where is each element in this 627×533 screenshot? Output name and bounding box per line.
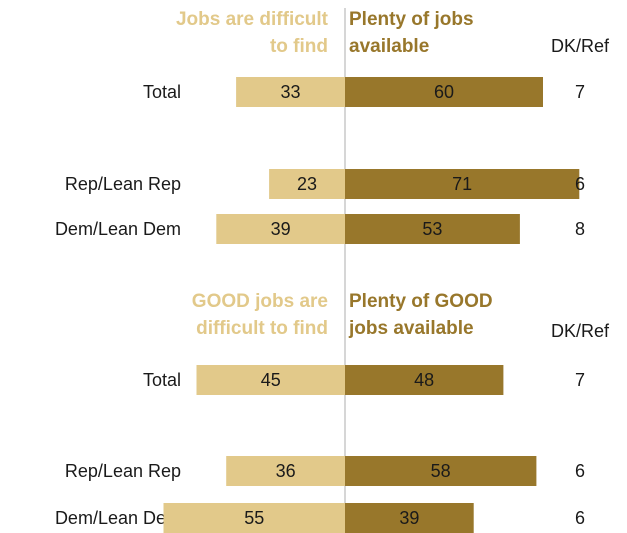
- row-2-2: Rep/Lean Rep 36 58 6: [65, 456, 585, 486]
- bar-negative: [269, 169, 345, 199]
- row-2-3: Dem/Lean Dem 55 39 6: [55, 503, 585, 533]
- row-label: Total: [143, 82, 181, 102]
- chart-panels: Jobs are difficult to find Plenty of jobs a…: [55, 9, 610, 533]
- row-1-2: Rep/Lean Rep 23 71 6: [65, 169, 585, 199]
- header-dk-ref: DK/Ref: [551, 321, 610, 341]
- bar-positive-value: 48: [414, 370, 434, 390]
- header-negative-line: to find: [270, 36, 328, 57]
- row-1-1: Total 33 60 7: [143, 77, 585, 107]
- header-positive-line: Plenty of jobs: [349, 9, 474, 30]
- header-negative-line: GOOD jobs are: [192, 291, 328, 312]
- header-negative-line: Jobs are difficult: [176, 9, 329, 30]
- row-label: Total: [143, 370, 181, 390]
- row-label: Rep/Lean Rep: [65, 461, 181, 481]
- bar-negative: [226, 456, 345, 486]
- header-positive-line: available: [349, 36, 429, 57]
- bar-negative-value: 39: [271, 219, 291, 239]
- bar-negative: [196, 365, 345, 395]
- bar-negative: [163, 503, 345, 533]
- bar-positive: [345, 503, 474, 533]
- bar-positive-value: 71: [452, 174, 472, 194]
- header-positive-line: jobs available: [348, 318, 474, 339]
- bar-negative: [216, 214, 345, 244]
- bar-positive: [345, 214, 520, 244]
- header-dk-ref: DK/Ref: [551, 36, 610, 56]
- bar-positive: [345, 456, 537, 486]
- bar-negative-value: 23: [297, 174, 317, 194]
- bar-positive-value: 53: [422, 219, 442, 239]
- row-1-3: Dem/Lean Dem 39 53 8: [55, 214, 585, 244]
- row-label: Dem/Lean Dem: [55, 219, 181, 239]
- dk-ref-value: 6: [575, 508, 585, 528]
- bar-negative-value: 55: [244, 508, 264, 528]
- row-label: Dem/Lean Dem: [55, 508, 181, 528]
- dk-ref-value: 7: [575, 82, 585, 102]
- bar-positive-value: 39: [399, 508, 419, 528]
- panel-2: GOOD jobs are difficult to find Plenty of …: [55, 291, 610, 533]
- bar-negative: [236, 77, 345, 107]
- dk-ref-value: 6: [575, 461, 585, 481]
- bar-positive: [345, 77, 543, 107]
- dk-ref-value: 8: [575, 219, 585, 239]
- header-positive-line: Plenty of GOOD: [349, 291, 493, 312]
- row-label: Rep/Lean Rep: [65, 174, 181, 194]
- bar-positive-value: 60: [434, 82, 454, 102]
- bar-negative-value: 36: [276, 461, 296, 481]
- panel-1: Jobs are difficult to find Plenty of jobs a…: [55, 9, 610, 244]
- row-2-1: Total 45 48 7: [143, 365, 585, 395]
- bar-negative-value: 45: [261, 370, 281, 390]
- bar-positive-value: 58: [431, 461, 451, 481]
- bar-positive: [345, 169, 580, 199]
- dk-ref-value: 6: [575, 174, 585, 194]
- dk-ref-value: 7: [575, 370, 585, 390]
- header-negative-line: difficult to find: [196, 318, 328, 339]
- bar-positive: [345, 365, 504, 395]
- bar-negative-value: 33: [281, 82, 301, 102]
